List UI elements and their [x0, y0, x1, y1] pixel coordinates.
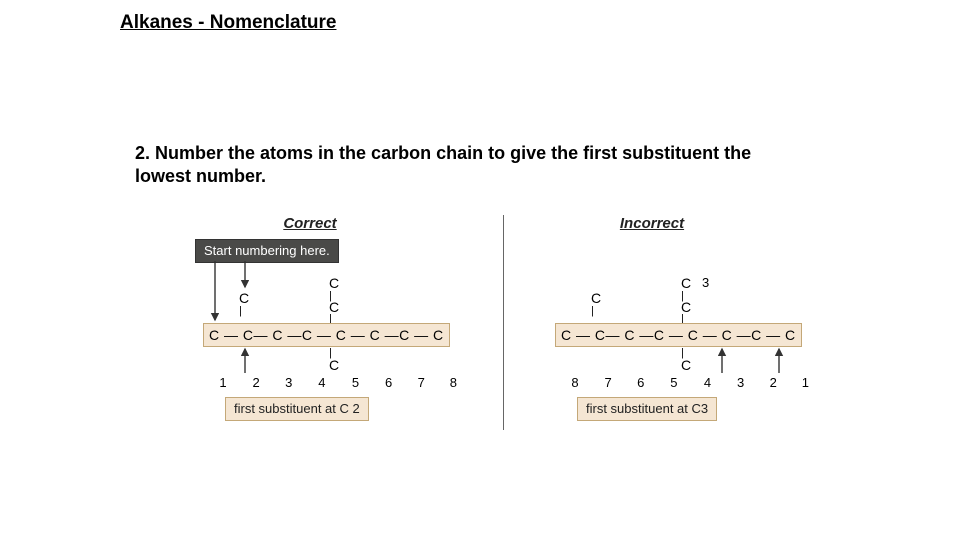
left-number-row: 1 2 3 4 5 6 7 8: [208, 375, 467, 390]
num: 8: [560, 375, 590, 390]
right-chain: C — C— C —C — C — C —C — C: [555, 323, 802, 347]
num: 2: [242, 375, 271, 390]
right-label3: 3: [702, 275, 709, 290]
num: 5: [341, 375, 371, 390]
num: 4: [693, 375, 723, 390]
num: 5: [659, 375, 689, 390]
right-sub-c4-top: C: [681, 275, 691, 291]
right-sub-c7: C: [591, 290, 601, 306]
diagram: Correct Start numbering here. C | C | C …: [175, 215, 825, 435]
correct-header: Correct: [175, 215, 485, 232]
left-sub-c5-top: C: [329, 275, 339, 291]
num: 1: [208, 375, 238, 390]
num: 2: [759, 375, 788, 390]
page-title: Alkanes - Nomenclature: [120, 12, 336, 34]
right-result: first substituent at C3: [577, 397, 717, 421]
num: 8: [439, 375, 467, 390]
num: 4: [307, 375, 337, 390]
left-chain: C — C— C —C — C — C —C — C: [203, 323, 450, 347]
num: 3: [726, 375, 755, 390]
right-sub-bot: C: [681, 357, 691, 373]
correct-column: Correct Start numbering here. C | C | C …: [175, 215, 485, 236]
left-result: first substituent at C 2: [225, 397, 369, 421]
num: 6: [374, 375, 403, 390]
incorrect-header: Incorrect: [527, 215, 837, 232]
right-sub-c7-bond: |: [591, 305, 594, 317]
start-numbering-label: Start numbering here.: [195, 239, 339, 263]
left-sub-bot: C: [329, 357, 339, 373]
num: 1: [791, 375, 819, 390]
left-sub-c2: C: [239, 290, 249, 306]
num: 6: [626, 375, 655, 390]
num: 7: [407, 375, 436, 390]
incorrect-column: Incorrect C | C | C | 3 C — C— C —C — C …: [527, 215, 837, 236]
rule-text: 2. Number the atoms in the carbon chain …: [135, 142, 765, 189]
rule-number: 2.: [135, 143, 150, 163]
num: 7: [594, 375, 623, 390]
rule-body: Number the atoms in the carbon chain to …: [135, 143, 751, 186]
right-number-row: 8 7 6 5 4 3 2 1: [560, 375, 819, 390]
num: 3: [274, 375, 303, 390]
left-sub-c2-bond: |: [239, 305, 242, 317]
vertical-separator: [503, 215, 504, 430]
